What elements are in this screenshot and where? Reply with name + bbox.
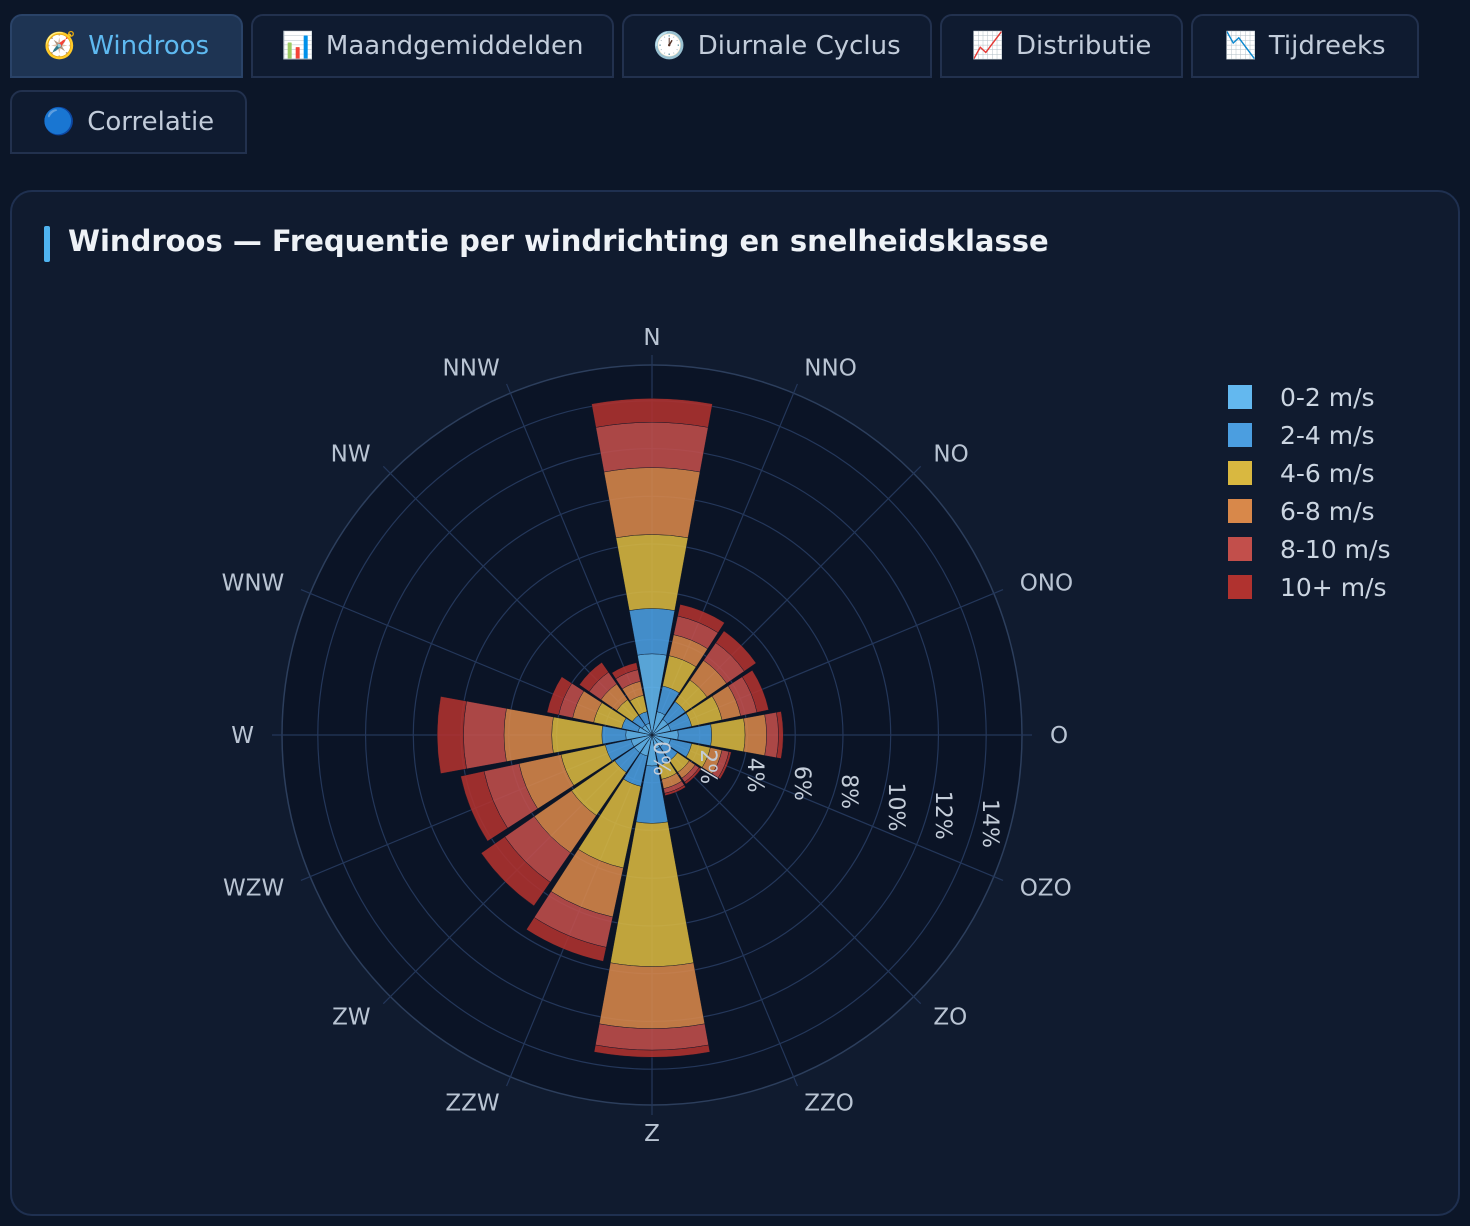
legend-item[interactable]: 8-10 m/s bbox=[1228, 530, 1428, 568]
rose-sector bbox=[603, 467, 701, 538]
rose-sector bbox=[526, 917, 607, 962]
radial-tick-label: 10% bbox=[883, 782, 908, 831]
clock-icon: 🕐 bbox=[653, 31, 686, 61]
direction-label: WZW bbox=[223, 875, 284, 901]
tab-label: Diurnale Cyclus bbox=[697, 31, 901, 61]
angular-grid-line bbox=[651, 734, 922, 1005]
legend-label: 8-10 m/s bbox=[1280, 534, 1391, 564]
legend-swatch bbox=[1228, 499, 1252, 523]
rose-sector bbox=[677, 604, 725, 634]
rose-sector bbox=[664, 784, 686, 796]
direction-label: ZZO bbox=[804, 1091, 854, 1117]
direction-label: ZO bbox=[933, 1004, 967, 1030]
rose-sector bbox=[463, 700, 507, 770]
direction-label: Z bbox=[644, 1121, 660, 1147]
legend-label: 2-4 m/s bbox=[1280, 420, 1375, 450]
rose-sector bbox=[480, 836, 551, 907]
legend-item[interactable]: 10+ m/s bbox=[1228, 568, 1428, 606]
rose-sector bbox=[599, 962, 705, 1029]
direction-label: NO bbox=[933, 442, 968, 468]
tab-label: Distributie bbox=[1016, 31, 1152, 61]
chart-panel: Windroos — Frequentie per windrichting e… bbox=[10, 190, 1460, 1216]
tab-tijdreeks[interactable]: 📉 Tijdreeks bbox=[1191, 14, 1419, 78]
direction-label: O bbox=[1050, 723, 1068, 749]
rose-sector bbox=[776, 711, 784, 759]
direction-label: ONO bbox=[1020, 571, 1073, 597]
tab-diurnale-cyclus[interactable]: 🕐 Diurnale Cyclus bbox=[622, 14, 932, 78]
rose-sector bbox=[715, 630, 757, 672]
rose-sector bbox=[460, 770, 508, 842]
tab-windroos[interactable]: 🧭 Windroos bbox=[10, 14, 243, 78]
title-accent-bar bbox=[44, 226, 50, 262]
radial-tick-label: 12% bbox=[930, 791, 955, 840]
legend-item[interactable]: 0-2 m/s bbox=[1228, 378, 1428, 416]
compass-icon: 🧭 bbox=[43, 31, 77, 61]
rose-sector bbox=[595, 422, 709, 473]
blue-circle-icon: 🔵 bbox=[42, 107, 76, 137]
rose-sector bbox=[741, 669, 769, 713]
bar-chart-icon: 📊 bbox=[281, 31, 314, 61]
legend-label: 4-6 m/s bbox=[1280, 458, 1375, 488]
panel-title: Windroos — Frequentie per windrichting e… bbox=[68, 224, 1049, 258]
legend-item[interactable]: 2-4 m/s bbox=[1228, 416, 1428, 454]
direction-label: W bbox=[231, 723, 254, 749]
direction-label: NNW bbox=[443, 355, 500, 381]
legend-swatch bbox=[1228, 385, 1252, 409]
direction-label: ZZW bbox=[445, 1091, 499, 1117]
rose-sector bbox=[717, 751, 732, 780]
rose-sector bbox=[437, 696, 467, 774]
rose-sector bbox=[684, 767, 702, 785]
chart-decreasing-icon: 📉 bbox=[1224, 31, 1257, 61]
rose-sector bbox=[593, 1044, 711, 1058]
direction-label: ZW bbox=[332, 1004, 371, 1030]
tab-label: Windroos bbox=[88, 31, 210, 61]
legend-swatch bbox=[1228, 423, 1252, 447]
rose-sector bbox=[503, 708, 554, 762]
angular-grid-line bbox=[651, 734, 798, 1087]
direction-label: OZO bbox=[1020, 875, 1072, 901]
radial-tick-label: 6% bbox=[789, 766, 814, 801]
tab-label: Correlatie bbox=[87, 107, 215, 137]
rose-sector bbox=[743, 714, 767, 756]
rose-sector bbox=[629, 608, 675, 656]
legend-label: 0-2 m/s bbox=[1280, 382, 1375, 412]
tab-maandgemiddelden[interactable]: 📊 Maandgemiddelden bbox=[251, 14, 614, 78]
rose-sector bbox=[591, 398, 713, 428]
tab-distributie[interactable]: 📈 Distributie bbox=[940, 14, 1183, 78]
radial-tick-label: 0% bbox=[648, 741, 673, 776]
direction-label: NW bbox=[331, 442, 371, 468]
radial-tick-label: 8% bbox=[836, 774, 861, 809]
legend-swatch bbox=[1228, 575, 1252, 599]
radial-tick-label: 14% bbox=[977, 799, 1002, 848]
rose-sector bbox=[611, 662, 639, 680]
direction-label: WNW bbox=[222, 571, 285, 597]
direction-label: NNO bbox=[804, 355, 857, 381]
legend-item[interactable]: 4-6 m/s bbox=[1228, 454, 1428, 492]
legend-item[interactable]: 6-8 m/s bbox=[1228, 492, 1428, 530]
tab-correlatie[interactable]: 🔵 Correlatie bbox=[10, 90, 247, 154]
rose-sector bbox=[710, 718, 746, 752]
rose-sector bbox=[579, 662, 609, 692]
wind-rose-chart: N NNO NO ONO O OZO ZO ZZO Z ZZW ZW WZW W WNW NW NNW 0% 2%… bbox=[222, 325, 1074, 1147]
radial-tick-label: 4% bbox=[742, 758, 767, 793]
legend-swatch bbox=[1228, 461, 1252, 485]
legend-label: 6-8 m/s bbox=[1280, 496, 1375, 526]
direction-label: N bbox=[643, 325, 660, 351]
chart-increasing-icon: 📈 bbox=[971, 31, 1005, 61]
rose-sector bbox=[546, 676, 573, 716]
rose-sector bbox=[764, 712, 779, 758]
legend-swatch bbox=[1228, 537, 1252, 561]
tab-bar: 🧭 Windroos 📊 Maandgemiddelden 🕐 Diurnale Cy… bbox=[0, 0, 1470, 170]
legend-label: 10+ m/s bbox=[1280, 572, 1387, 602]
tab-label: Maandgemiddelden bbox=[325, 31, 584, 61]
tab-label: Tijdreeks bbox=[1268, 31, 1386, 61]
radial-tick-label: 2% bbox=[695, 749, 720, 784]
